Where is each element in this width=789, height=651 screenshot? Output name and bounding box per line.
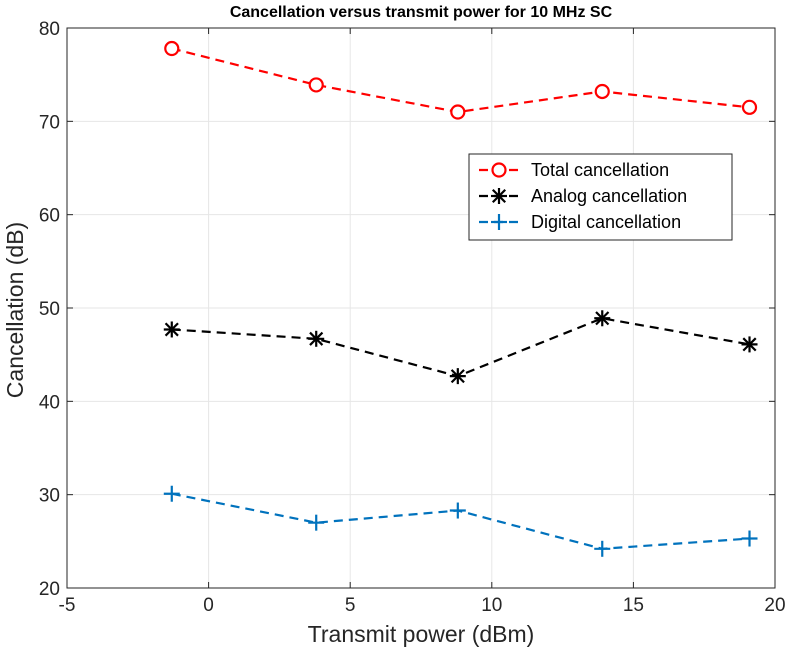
data-point-digital-cancellation xyxy=(594,540,611,557)
data-point-digital-cancellation xyxy=(163,485,180,502)
data-point-analog-cancellation xyxy=(449,368,466,385)
data-point-digital-cancellation xyxy=(308,514,325,531)
data-point-total-cancellation-shape xyxy=(741,99,758,115)
x-axis-label: Transmit power (dBm) xyxy=(308,621,535,647)
axis-ticks: -5 0 5 10 15 20 20 30 40 50 60 70 80 xyxy=(39,19,786,616)
data-point-analog-cancellation-stroke xyxy=(595,311,610,326)
y-tick-label: 20 xyxy=(39,579,60,600)
x-tick-label: 5 xyxy=(345,595,356,616)
data-point-analog-cancellation-stroke xyxy=(742,337,757,352)
legend-marker-stroke xyxy=(491,188,507,204)
series-line-total-cancellation xyxy=(171,47,750,114)
data-point-analog-cancellation-stroke xyxy=(309,331,324,346)
legend-marker-shape xyxy=(491,162,507,178)
y-tick-label: 30 xyxy=(39,486,60,507)
series-line-digital-cancellation xyxy=(171,492,750,550)
y-axis-label: Cancellation (dB) xyxy=(2,222,28,398)
grid xyxy=(66,27,776,589)
data-point-analog-cancellation-stroke xyxy=(450,369,465,384)
legend-marker xyxy=(491,162,507,178)
series-layer xyxy=(163,40,758,557)
y-tick-label: 50 xyxy=(39,299,60,320)
data-point-digital-cancellation xyxy=(449,502,466,519)
legend-label: Total cancellation xyxy=(531,160,669,180)
data-point-total-cancellation-shape xyxy=(594,83,610,100)
data-point-analog-cancellation xyxy=(741,336,758,353)
data-point-total-cancellation-shape xyxy=(308,77,324,93)
legend-marker xyxy=(491,188,507,204)
data-point-total-cancellation xyxy=(594,83,610,100)
data-point-analog-cancellation xyxy=(163,321,180,338)
y-tick-label: 60 xyxy=(39,206,60,227)
series-digital-cancellation xyxy=(163,485,758,557)
y-tick-label: 80 xyxy=(39,19,60,40)
data-point-total-cancellation xyxy=(741,99,758,115)
data-point-total-cancellation xyxy=(164,40,180,57)
x-tick-label: 10 xyxy=(481,595,502,616)
legend-item-digital-cancellation: Digital cancellation xyxy=(479,212,681,232)
x-tick-label: 15 xyxy=(623,595,644,616)
legend-marker xyxy=(491,214,507,230)
legend-item-analog-cancellation: Analog cancellation xyxy=(479,186,687,206)
x-tick-label: 0 xyxy=(203,595,214,616)
series-analog-cancellation xyxy=(163,310,758,385)
data-point-digital-cancellation xyxy=(741,530,758,547)
data-point-total-cancellation xyxy=(308,77,324,93)
data-point-analog-cancellation-stroke xyxy=(164,322,179,337)
legend: Total cancellation Analog cancellation Dig… xyxy=(468,153,733,241)
x-tick-label: -5 xyxy=(59,595,76,616)
series-total-cancellation xyxy=(164,40,758,120)
x-tick-label: 20 xyxy=(764,595,785,616)
legend-item-total-cancellation: Total cancellation xyxy=(479,160,669,180)
data-point-total-cancellation xyxy=(450,104,466,120)
chart-title: Cancellation versus transmit power for 1… xyxy=(230,4,613,21)
data-point-total-cancellation-shape xyxy=(450,104,466,120)
data-point-analog-cancellation xyxy=(594,310,611,327)
y-tick-label: 40 xyxy=(39,392,60,413)
data-point-analog-cancellation xyxy=(308,330,325,347)
y-tick-label: 70 xyxy=(39,112,60,133)
data-point-total-cancellation-shape xyxy=(164,40,180,57)
legend-label: Digital cancellation xyxy=(531,212,681,232)
legend-label: Analog cancellation xyxy=(531,186,687,206)
series-line-analog-cancellation xyxy=(171,317,750,378)
